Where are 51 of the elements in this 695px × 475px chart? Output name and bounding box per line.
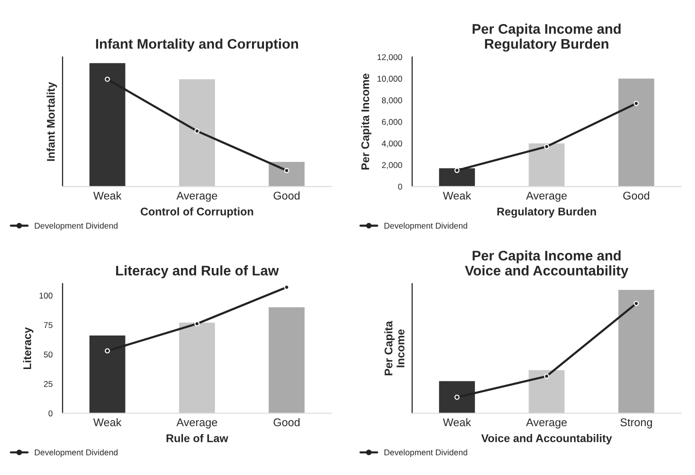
- point: [104, 348, 110, 354]
- x-tick-label: Weak: [93, 418, 122, 426]
- y-axis-title: Per Capita Income: [384, 320, 404, 376]
- bar: [439, 168, 475, 187]
- chart-title: Literacy and Rule of Law: [116, 265, 279, 278]
- bar: [528, 143, 565, 187]
- x-tick-label: Average: [176, 418, 218, 428]
- x-tick-label: Strong: [620, 418, 652, 428]
- y-tick-label: 10,000: [378, 76, 402, 83]
- y-tick-label: 0: [398, 184, 402, 190]
- y-tick-label: 2,000: [382, 162, 402, 170]
- x-axis-title: Regulatory Burden: [497, 207, 596, 218]
- point: [544, 144, 550, 150]
- x-tick-label: Average: [176, 192, 218, 202]
- chart-title: Infant Mortality and Corruption: [96, 38, 298, 52]
- y-axis-title: Per Capita Income: [361, 74, 372, 170]
- x-tick-label: Average: [526, 192, 567, 202]
- y-tick-label: 0: [48, 410, 52, 416]
- x-tick-label: Average: [526, 418, 567, 428]
- y-tick-label: 75: [44, 322, 52, 328]
- y-tick-label: 6,000: [382, 118, 402, 126]
- point: [634, 100, 639, 106]
- y-tick-label: 12,000: [378, 54, 402, 62]
- x-tick-label: Weak: [93, 191, 122, 200]
- y-tick-label: 4,000: [382, 140, 402, 148]
- bar: [618, 78, 654, 187]
- y-tick-label: 50: [44, 352, 53, 358]
- x-axis-title: Voice and Accountability: [481, 434, 612, 444]
- x-tick-label: Good: [274, 418, 300, 426]
- x-tick-label: Weak: [442, 191, 472, 200]
- point: [454, 168, 460, 173]
- x-tick-label: Good: [274, 191, 300, 200]
- y-axis-title: Literacy: [23, 327, 34, 370]
- bar: [89, 336, 126, 414]
- y-tick-label: 25: [44, 381, 52, 387]
- x-axis-title: Control of Corruption: [140, 207, 254, 218]
- legend-label: Development Dividend: [34, 222, 118, 230]
- y-axis-title: Infant Mortality: [46, 82, 57, 161]
- chart-title: Per Capita Income and Voice and Accountability: [464, 250, 628, 278]
- bar: [268, 307, 305, 414]
- x-axis-title: Rule of Law: [166, 434, 228, 442]
- x-tick-label: Weak: [442, 418, 472, 426]
- point: [194, 321, 200, 326]
- bar: [179, 322, 215, 414]
- y-tick-label: 100: [40, 292, 53, 299]
- y-tick-label: 8,000: [382, 97, 402, 104]
- legend-label: Development Dividend: [34, 449, 118, 458]
- x-tick-label: Good: [623, 191, 650, 200]
- legend-label: Development Dividend: [384, 449, 468, 458]
- chart-title: Per Capita Income and Regulatory Burden: [472, 24, 621, 52]
- legend-label: Development Dividend: [384, 222, 468, 230]
